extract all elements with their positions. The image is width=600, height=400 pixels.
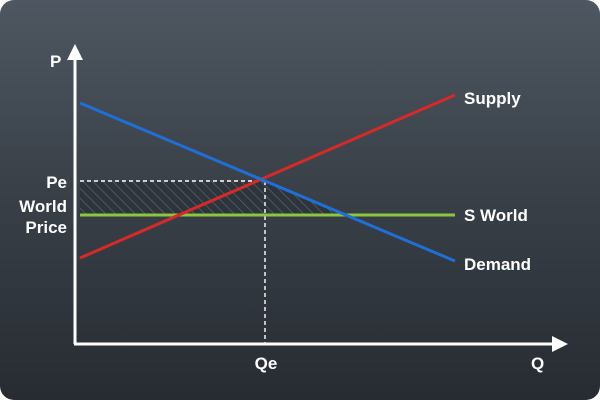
supply-label: Supply <box>464 89 521 108</box>
x-axis-arrow <box>552 336 568 352</box>
world-price-label-line2: Price <box>25 218 67 237</box>
demand-line <box>79 101 456 263</box>
quantity-equilibrium-label: Qe <box>255 354 278 373</box>
world-price-label-line1: World <box>19 197 67 216</box>
price-equilibrium-label: Pe <box>46 173 67 192</box>
axis-y-label: P <box>50 52 61 71</box>
demand-label: Demand <box>464 255 531 274</box>
world-supply-label: S World <box>464 206 528 225</box>
y-axis-arrow <box>67 44 83 60</box>
axis-x-label: Q <box>531 354 544 373</box>
supply-line <box>79 93 456 260</box>
shaded-surplus-area <box>80 181 347 215</box>
